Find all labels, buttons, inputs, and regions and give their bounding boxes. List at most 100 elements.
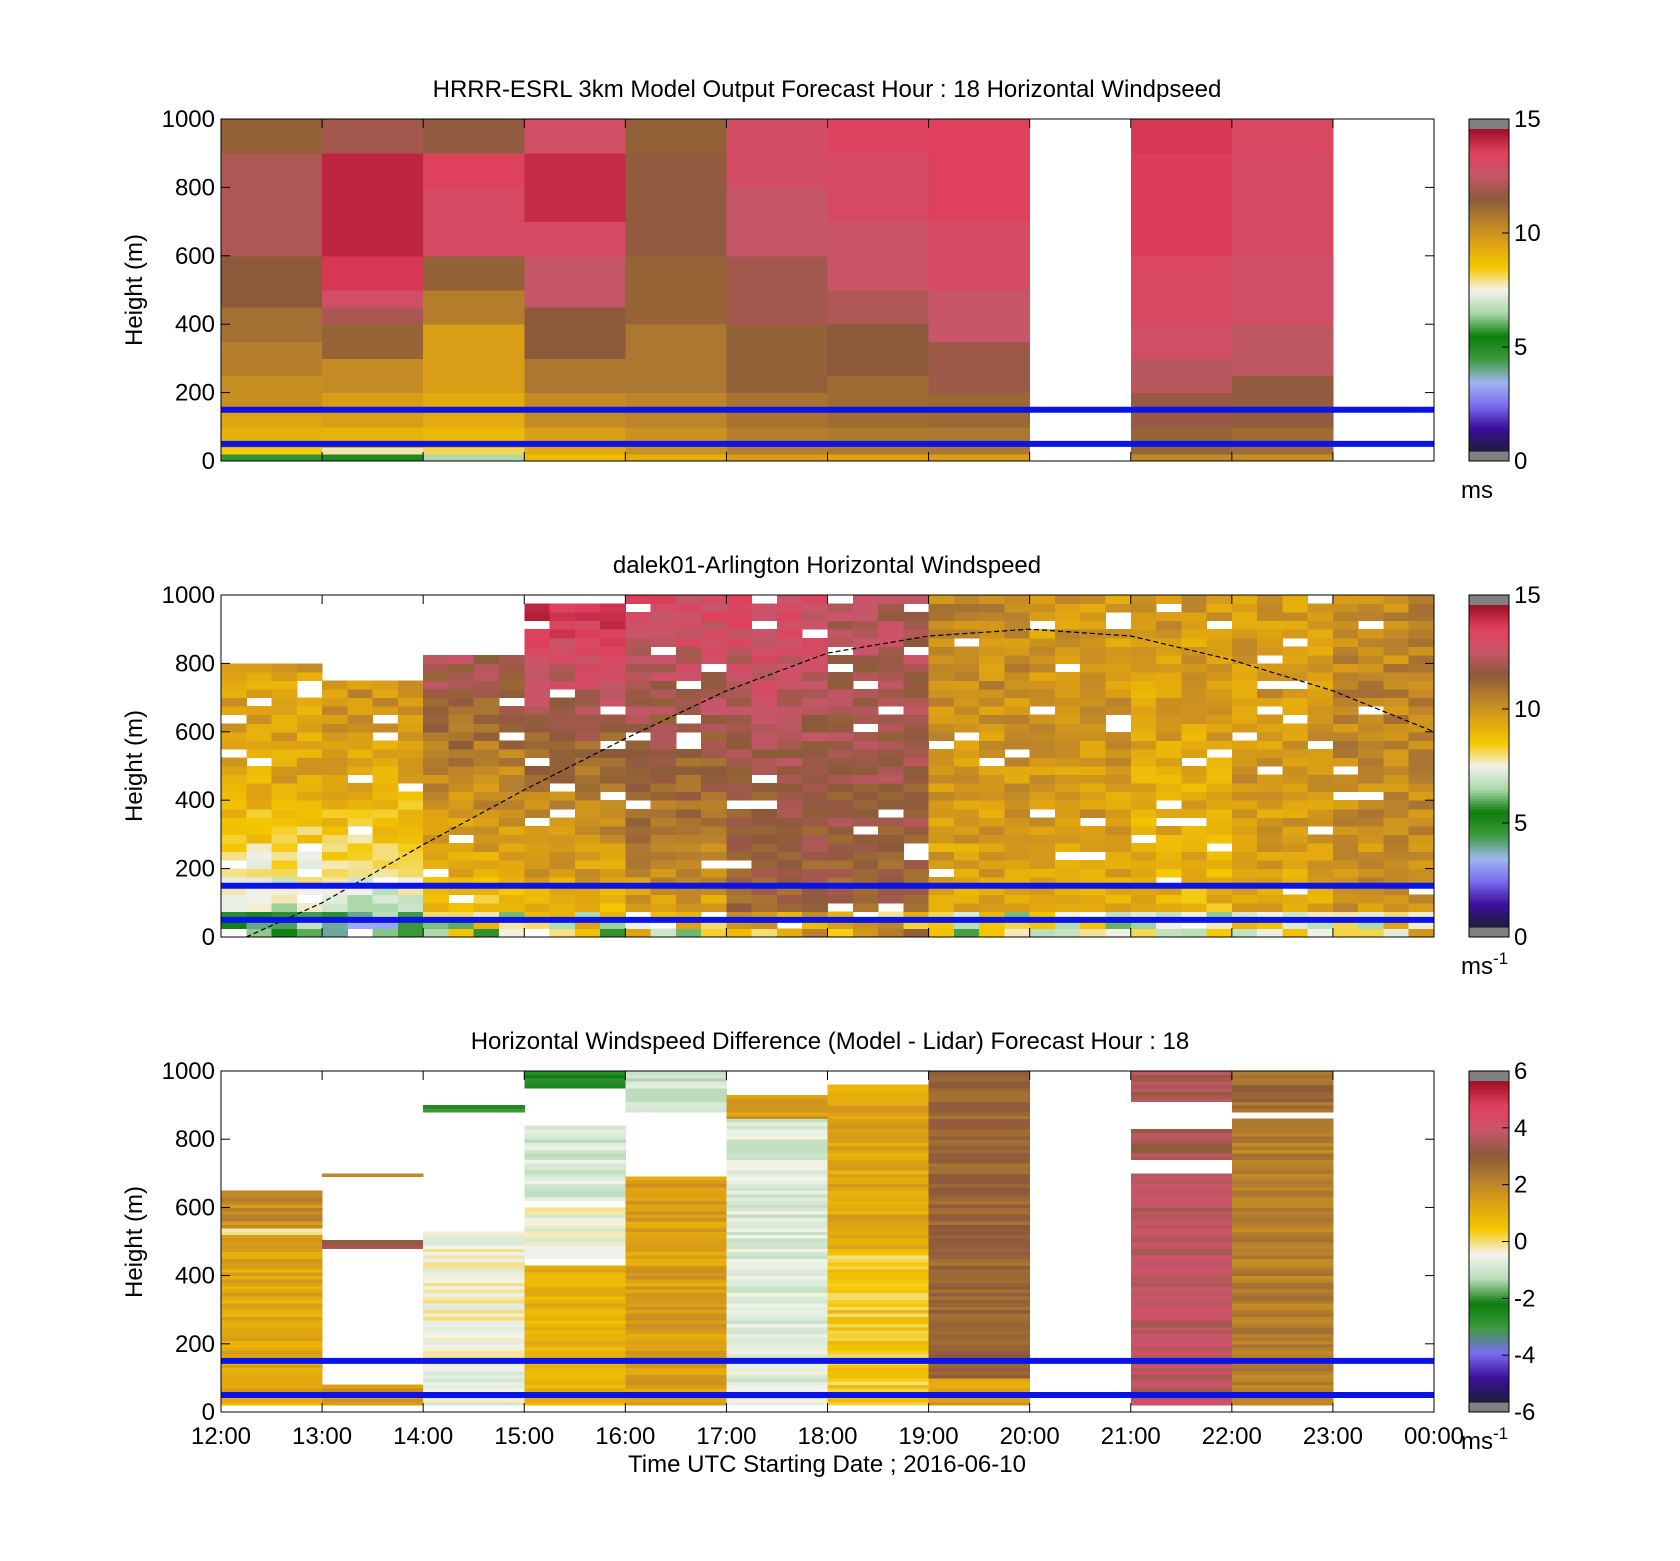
lidar-cell	[372, 774, 399, 784]
lidar-cell	[903, 860, 930, 870]
lidar-cell	[701, 714, 727, 724]
lidar-cell	[473, 877, 500, 887]
difference-cell	[827, 1227, 930, 1232]
lidar-cell	[878, 928, 904, 937]
difference-cell	[726, 1323, 828, 1328]
lidar-cell	[600, 629, 626, 639]
difference-cell	[827, 1197, 930, 1202]
colorbar-swatch	[1469, 217, 1509, 221]
lidar-cell	[1282, 902, 1309, 912]
difference-cell	[625, 1336, 727, 1341]
lidar-cell	[271, 783, 298, 793]
difference-cell	[524, 1190, 626, 1195]
difference-cell	[322, 1388, 424, 1393]
lidar-cell	[271, 928, 298, 937]
lidar-cell	[347, 919, 374, 929]
lidar-cell	[296, 834, 323, 844]
lidar-cell	[1181, 603, 1208, 613]
colorbar-swatch	[1469, 174, 1509, 178]
difference-cell	[1130, 1238, 1233, 1242]
difference-cell	[625, 1272, 727, 1277]
difference-cell	[625, 1299, 727, 1304]
difference-cell	[221, 1309, 323, 1314]
difference-cell	[524, 1077, 626, 1082]
lidar-cell	[1206, 706, 1233, 716]
difference-cell	[1130, 1210, 1233, 1215]
lidar-cell	[397, 834, 424, 844]
lidar-cell	[448, 902, 475, 912]
difference-cell	[423, 1279, 525, 1283]
lidar-cell	[625, 748, 652, 758]
difference-cell	[1130, 1354, 1233, 1358]
difference-cell	[726, 1122, 828, 1127]
lidar-cell	[246, 774, 273, 784]
difference-cell	[928, 1340, 1031, 1345]
lidar-cell	[372, 860, 399, 870]
lidar-cell	[701, 620, 727, 630]
lidar-cell	[600, 800, 626, 810]
difference-cell	[726, 1401, 828, 1406]
lidar-cell	[423, 680, 449, 690]
lidar-cell	[852, 791, 879, 801]
difference-cell	[1130, 1156, 1233, 1161]
lidar-cell	[1257, 748, 1283, 758]
x-tick-label: 15:00	[494, 1423, 554, 1450]
colorbar-swatch	[1469, 1214, 1509, 1219]
lidar-cell	[296, 663, 323, 673]
lidar-cell	[1206, 885, 1233, 895]
difference-cell	[524, 1343, 626, 1348]
colorbar-swatch	[1469, 193, 1509, 197]
colorbar-swatch	[1469, 260, 1509, 264]
difference-cell	[928, 1285, 1031, 1290]
lidar-cell	[1408, 911, 1434, 921]
lidar-cell	[979, 637, 1005, 647]
lidar-cell	[827, 774, 854, 784]
difference-cell	[726, 1166, 828, 1171]
difference-cell	[928, 1111, 1031, 1116]
colorbar-swatch	[1469, 680, 1509, 684]
lidar-cell	[852, 697, 879, 707]
colorbar-swatch	[1469, 1185, 1509, 1189]
colorbar-swatch	[1469, 316, 1509, 321]
lidar-cell	[827, 842, 854, 852]
lidar-cell	[1080, 928, 1106, 937]
lidar-cell	[1307, 928, 1334, 937]
lidar-cell	[322, 894, 348, 904]
lidar-cell	[1054, 911, 1081, 921]
lidar-cell	[625, 877, 652, 887]
lidar-cell	[1004, 637, 1031, 647]
difference-cell	[726, 1234, 828, 1239]
model-cell	[928, 454, 1031, 461]
colorbar-swatch	[1469, 273, 1509, 278]
lidar-cell	[1307, 620, 1334, 630]
lidar-cell	[1105, 928, 1132, 937]
lidar-cell	[1257, 808, 1283, 818]
difference-cell	[524, 1374, 626, 1379]
difference-cell	[625, 1282, 727, 1287]
lidar-cell	[751, 928, 778, 937]
difference-cell	[726, 1302, 828, 1307]
difference-cell	[221, 1333, 323, 1338]
colorbar-swatch	[1469, 672, 1509, 676]
lidar-cell	[625, 783, 652, 793]
lidar-cell	[1029, 834, 1056, 844]
difference-cell	[726, 1214, 828, 1219]
lidar-cell	[1130, 894, 1157, 904]
lidar-cell	[498, 928, 525, 937]
lidar-cell	[1257, 842, 1283, 852]
lidar-cell	[928, 877, 955, 887]
colorbar-swatch	[1469, 322, 1509, 326]
lidar-cell	[1181, 740, 1208, 750]
colorbar-swatch	[1469, 255, 1509, 259]
colorbar-swatch	[1469, 268, 1509, 272]
lidar-cell	[423, 808, 449, 818]
lidar-cell	[473, 911, 500, 921]
lidar-cell	[423, 791, 449, 801]
lidar-cell	[1358, 800, 1384, 810]
colorbar-swatch	[1469, 720, 1509, 724]
lidar-cell	[1332, 902, 1359, 912]
lidar-cell	[1307, 783, 1334, 793]
lidar-cell	[1105, 766, 1132, 776]
difference-cell	[1231, 1152, 1334, 1157]
